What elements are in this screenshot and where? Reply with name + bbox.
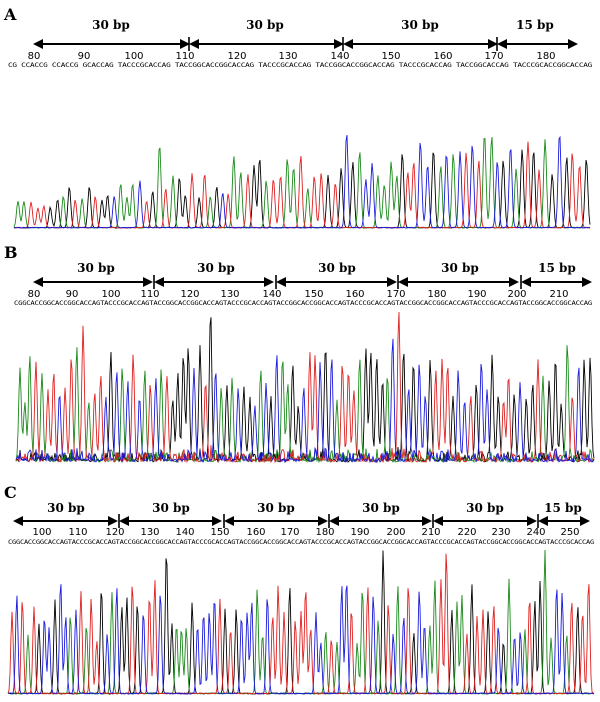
panel-a-tick: 180 bbox=[536, 51, 555, 62]
panel-a: A 30 bp 30 bp 30 bp 15 bp 80 90 100 110 bbox=[3, 5, 593, 229]
panel-a-sequence: CG CCACCG CCACCG GCACCAG TACCCGCACCAG TA… bbox=[8, 62, 593, 69]
panel-a-tick: 150 bbox=[381, 51, 400, 62]
panel-b-chromatogram-trace bbox=[15, 311, 595, 464]
panel-b-tick: 120 bbox=[180, 289, 199, 300]
panel-c-tick: 150 bbox=[210, 527, 229, 538]
panel-a-label: A bbox=[3, 5, 17, 24]
trace-t-line bbox=[7, 553, 595, 695]
panel-c-tick: 110 bbox=[68, 527, 87, 538]
panel-b-tick: 110 bbox=[140, 289, 159, 300]
panel-b-tick: 170 bbox=[386, 289, 405, 300]
panel-c-segment-6-label: 15 bp bbox=[544, 501, 582, 515]
panel-a-tick: 130 bbox=[278, 51, 297, 62]
panel-b-segment-3-label: 30 bp bbox=[318, 261, 356, 275]
panel-b-tick: 200 bbox=[507, 289, 526, 300]
panel-b-tick: 210 bbox=[549, 289, 568, 300]
panel-c-segment-3-label: 30 bp bbox=[257, 501, 295, 515]
panel-b-tick: 90 bbox=[66, 289, 79, 300]
panel-b-tick: 190 bbox=[467, 289, 486, 300]
panel-c-tick: 220 bbox=[457, 527, 476, 538]
panel-c-segment-5-label: 30 bp bbox=[466, 501, 504, 515]
panel-b-segment-arrows bbox=[33, 275, 592, 289]
panel-a-tick: 110 bbox=[175, 51, 194, 62]
panel-c-tick: 160 bbox=[246, 527, 265, 538]
panel-a-tick-labels: 80 90 100 110 120 130 140 150 160 170 18… bbox=[28, 51, 556, 62]
panel-b-segment-5-label: 15 bp bbox=[538, 261, 576, 275]
panel-b-tick-labels: 80 90 100 110 120 130 140 150 160 170 18… bbox=[28, 289, 569, 300]
panel-c-label: C bbox=[4, 483, 17, 502]
trace-g-line bbox=[7, 550, 595, 695]
panel-a-segment-2-label: 30 bp bbox=[246, 18, 284, 32]
trace-c-line bbox=[15, 338, 595, 464]
panel-c-tick: 170 bbox=[280, 527, 299, 538]
panel-c-segment-1-label: 30 bp bbox=[47, 501, 85, 515]
panel-a-segment-arrows bbox=[33, 37, 578, 51]
panel-c-tick: 190 bbox=[350, 527, 369, 538]
panel-a-tick: 100 bbox=[124, 51, 143, 62]
panel-c-tick: 100 bbox=[32, 527, 51, 538]
panel-a-tick: 160 bbox=[433, 51, 452, 62]
panel-b-tick: 160 bbox=[345, 289, 364, 300]
panel-c-tick: 210 bbox=[421, 527, 440, 538]
panel-c-tick-labels: 100 110 120 130 140 150 160 170 180 190 … bbox=[32, 527, 579, 538]
panel-c: C 30 bp 30 bp 30 bbox=[4, 483, 595, 695]
panel-b-label: B bbox=[4, 243, 18, 262]
panel-a-segment-3-label: 30 bp bbox=[401, 18, 439, 32]
trace-c-line bbox=[7, 584, 594, 695]
panel-a-tick: 90 bbox=[78, 51, 91, 62]
panel-b-tick: 80 bbox=[28, 289, 41, 300]
panel-a-segment-4-label: 15 bp bbox=[516, 18, 554, 32]
panel-b-tick: 140 bbox=[262, 289, 281, 300]
panel-a-tick: 80 bbox=[28, 51, 41, 62]
panel-a-segment-1-label: 30 bp bbox=[92, 18, 130, 32]
trace-a-line bbox=[7, 549, 595, 695]
panel-b: B 30 bp 30 bp 30 bp 30 bp 15 bp bbox=[4, 243, 595, 464]
panel-a-chromatogram-trace bbox=[13, 135, 591, 229]
panel-b-segment-2-label: 30 bp bbox=[197, 261, 235, 275]
panel-c-segment-arrows bbox=[13, 514, 590, 528]
panel-c-segment-4-label: 30 bp bbox=[362, 501, 400, 515]
trace-a-line bbox=[13, 137, 590, 229]
trace-t-line bbox=[15, 311, 595, 464]
panel-c-tick: 200 bbox=[386, 527, 405, 538]
panel-b-tick: 100 bbox=[101, 289, 120, 300]
panel-b-tick: 130 bbox=[220, 289, 239, 300]
panel-c-chromatogram-trace bbox=[7, 549, 595, 695]
panel-a-tick: 140 bbox=[330, 51, 349, 62]
panel-c-tick: 130 bbox=[140, 527, 159, 538]
panel-b-tick: 180 bbox=[427, 289, 446, 300]
panel-c-tick: 180 bbox=[315, 527, 334, 538]
panel-b-segment-1-label: 30 bp bbox=[77, 261, 115, 275]
panel-c-tick: 230 bbox=[491, 527, 510, 538]
panel-c-tick: 140 bbox=[175, 527, 194, 538]
panel-c-tick: 120 bbox=[105, 527, 124, 538]
panel-b-sequence: CGGCACCGGCACCGGCACCAGTACCCGCACCAGTACCGGC… bbox=[14, 300, 593, 307]
panel-b-segment-4-label: 30 bp bbox=[441, 261, 479, 275]
panel-a-tick: 120 bbox=[227, 51, 246, 62]
panel-b-tick: 150 bbox=[304, 289, 323, 300]
panel-c-tick: 240 bbox=[526, 527, 545, 538]
panel-a-tick: 170 bbox=[484, 51, 503, 62]
panel-c-sequence: CGGCACCGGCACCAGTACCCGCACCAGTACCGGCACCGGC… bbox=[8, 539, 595, 546]
panel-c-tick: 250 bbox=[560, 527, 579, 538]
panel-c-segment-2-label: 30 bp bbox=[152, 501, 190, 515]
trace-c-line bbox=[13, 135, 591, 229]
